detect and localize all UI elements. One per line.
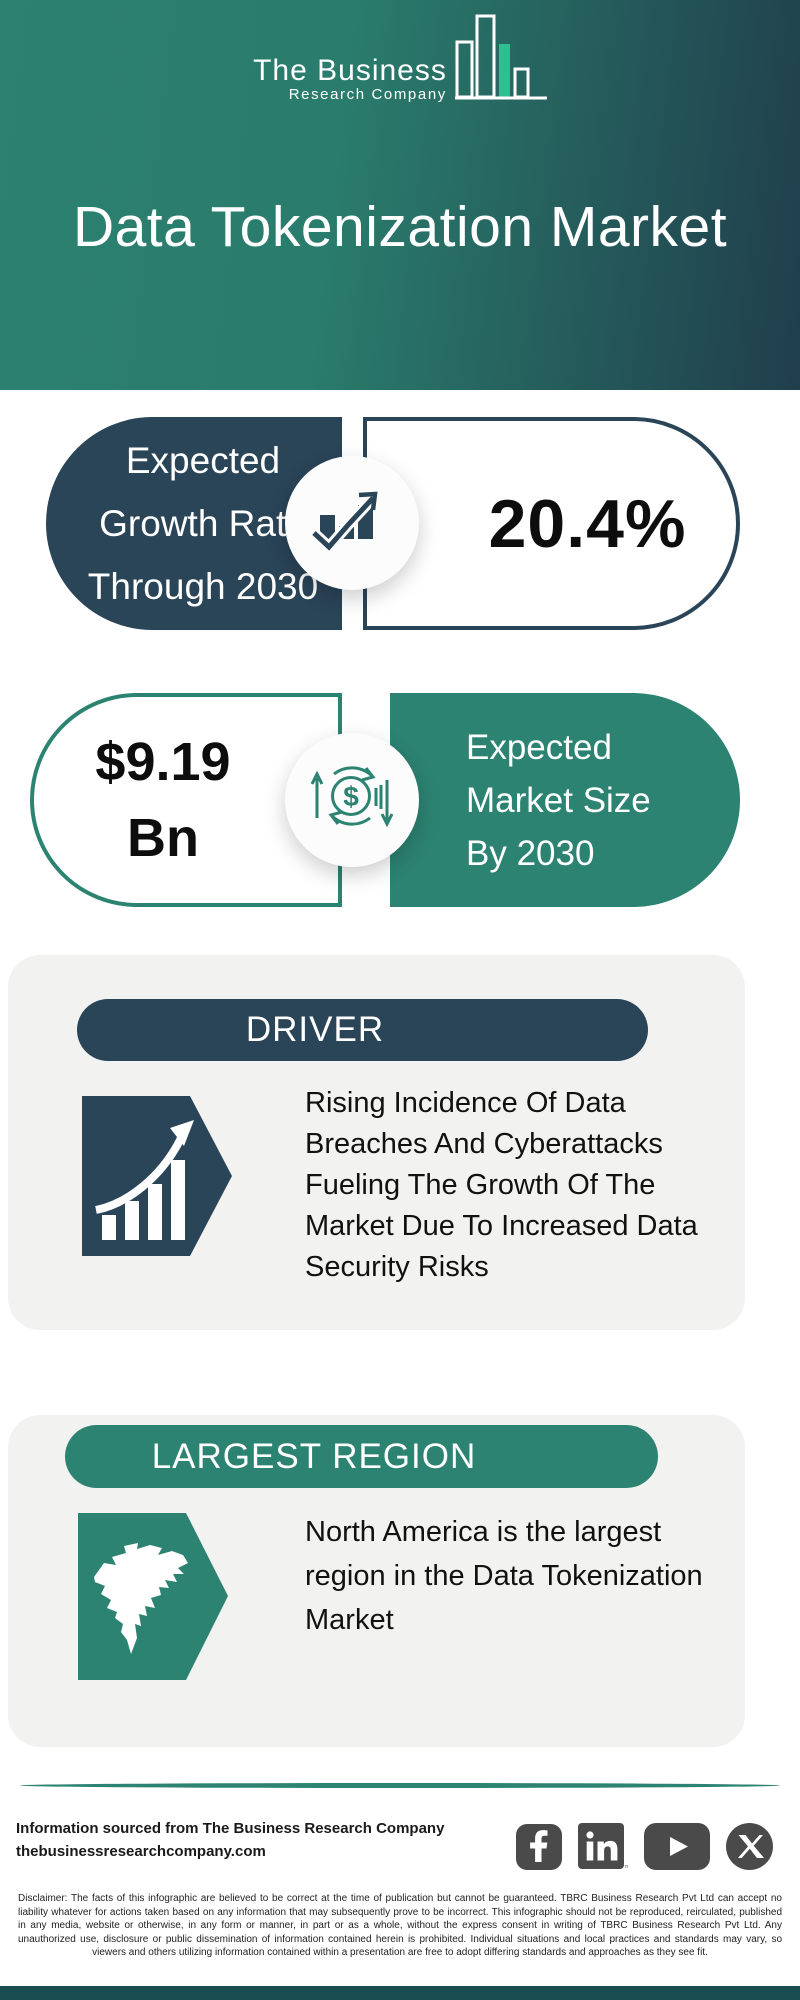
growth-stat-circle [285,456,419,590]
trend-up-chart-icon [310,481,392,566]
market-size-label-line1: Expected [466,727,612,767]
market-size-label-pill: Expected Market Size By 2030 [390,693,740,907]
driver-heading-pill: DRIVER [77,999,648,1061]
market-size-value: $9.19 [95,732,231,792]
footer-divider [20,1783,780,1788]
north-america-map-icon [78,1513,228,1685]
x-icon[interactable] [726,1823,773,1875]
svg-text:™: ™ [624,1865,628,1871]
page-title: Data Tokenization Market [72,195,728,259]
source-attribution: Information sourced from The Business Re… [16,1820,445,1837]
market-size-unit: Bn [127,808,199,868]
driver-description: Rising Incidence Of Data Breaches And Cy… [305,1087,698,1283]
growth-rate-value: 20.4% [488,485,687,562]
header: The Business Research Company Data Token… [0,0,800,390]
company-logo: The Business Research Company [0,14,800,105]
growth-label-line3: Through 2030 [87,566,319,607]
growth-rate-value-pill: 20.4% [363,417,740,630]
facebook-icon[interactable] [516,1823,562,1875]
svg-text:$: $ [343,781,359,812]
logo-text-bottom: Research Company [288,86,447,103]
website-link[interactable]: thebusinessresearchcompany.com [16,1843,266,1860]
largest-region-heading-pill: LARGEST REGION [65,1425,658,1488]
growth-label-line1: Expected [125,440,281,481]
dollar-exchange-icon: $ [310,756,394,845]
growth-label-line2: Growth Rate [99,503,307,544]
logo-text: The Business Research Company [253,55,447,105]
driver-heading: DRIVER [245,1010,385,1049]
disclaimer-text: Disclaimer: The facts of this infographi… [18,1893,782,1958]
logo-text-top: The Business [253,54,447,87]
bar-chart-logo-icon [454,14,547,105]
youtube-icon[interactable] [644,1823,710,1875]
market-size-stat-circle: $ [285,733,419,867]
market-size-label-line3: By 2030 [466,833,595,873]
linkedin-icon[interactable]: ™ [578,1822,631,1876]
growth-rate-label-pill: Expected Growth Rate Through 2030 [46,417,342,630]
social-links: ™ [516,1822,773,1876]
bottom-accent-bar [0,1986,800,2000]
largest-region-heading: LARGEST REGION [151,1436,477,1476]
growth-bars-arrow-icon [82,1096,232,1261]
market-size-label-line2: Market Size [466,780,651,820]
largest-region-description: North America is the largest region in t… [305,1516,703,1636]
